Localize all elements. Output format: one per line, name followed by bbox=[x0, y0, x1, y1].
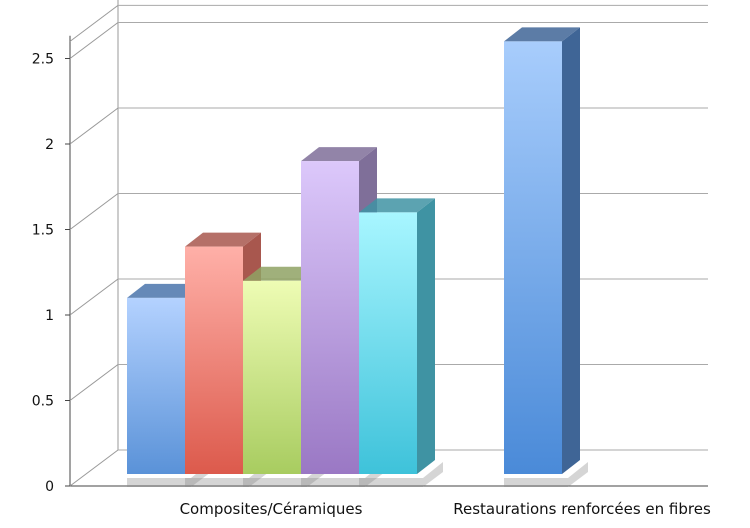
y-tick-label: 0 bbox=[45, 479, 54, 495]
grid-diagonal bbox=[69, 5, 119, 42]
bar-top-face bbox=[301, 147, 377, 162]
bar-shadow bbox=[504, 462, 588, 487]
bar-front-face bbox=[127, 297, 185, 474]
grid-diagonal bbox=[69, 107, 119, 145]
y-tick-label: 0.5 bbox=[32, 394, 54, 410]
bar-side-face bbox=[562, 27, 580, 475]
bar-top-face bbox=[243, 266, 319, 281]
bar-front-face bbox=[301, 161, 359, 474]
bar-side-face bbox=[417, 198, 435, 474]
bar-front-face bbox=[243, 280, 301, 474]
grid-diagonal bbox=[69, 193, 119, 230]
bar-top-face bbox=[185, 232, 261, 247]
x-axis-labels: Composites/Céramiques Restaurations renfo… bbox=[180, 500, 711, 518]
x-category-label: Restaurations renforcées en fibres bbox=[453, 500, 711, 518]
bars bbox=[127, 27, 580, 475]
y-axis-ticks: 0 0.5 1 1.5 2 2.5 bbox=[32, 52, 70, 495]
y-tick-label: 2.5 bbox=[32, 52, 54, 68]
bar-top-face bbox=[504, 27, 580, 42]
bar-shadow bbox=[301, 462, 385, 487]
y-tick-label: 1 bbox=[45, 308, 54, 324]
bar bbox=[359, 198, 435, 474]
bar-shadow bbox=[359, 462, 443, 487]
bar-top-face bbox=[359, 198, 435, 213]
bar-shadow bbox=[185, 462, 269, 487]
x-category-label: Composites/Céramiques bbox=[180, 500, 363, 518]
chart-walls bbox=[69, 0, 708, 487]
bar-front-face bbox=[185, 246, 243, 474]
bar-shadows bbox=[127, 462, 588, 487]
bar-front-face bbox=[504, 41, 562, 475]
grid-diagonal bbox=[69, 364, 119, 401]
bar-top-face bbox=[127, 283, 203, 298]
bar-front-face bbox=[359, 212, 417, 474]
grid-diagonal bbox=[69, 22, 119, 59]
grid-diagonal bbox=[69, 449, 119, 487]
grid-diagonal bbox=[69, 278, 119, 316]
bar bbox=[504, 27, 580, 475]
bar-shadow bbox=[127, 462, 211, 487]
bar-shadow bbox=[243, 462, 327, 487]
y-tick-label: 1.5 bbox=[32, 223, 54, 239]
y-tick-label: 2 bbox=[45, 137, 54, 153]
